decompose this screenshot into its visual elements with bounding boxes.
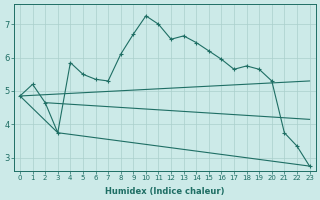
X-axis label: Humidex (Indice chaleur): Humidex (Indice chaleur) xyxy=(105,187,225,196)
